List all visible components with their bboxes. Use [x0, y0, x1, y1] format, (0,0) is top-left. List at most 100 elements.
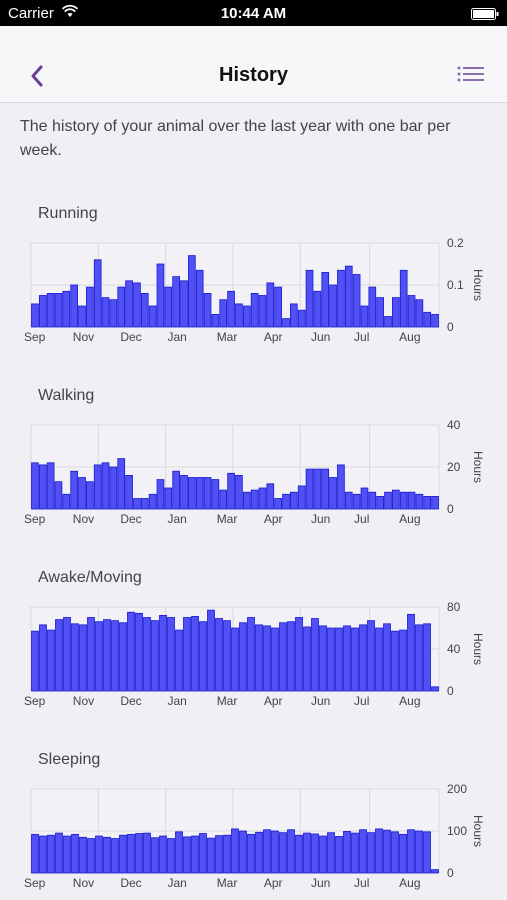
- bar: [344, 491, 353, 510]
- bar: [79, 624, 87, 692]
- bar: [125, 475, 133, 510]
- bar: [46, 462, 55, 510]
- x-tick-label: Dec: [120, 330, 141, 344]
- bar: [31, 630, 39, 692]
- bar: [180, 475, 188, 510]
- bar: [87, 617, 95, 692]
- chart-title-awake-moving: Awake/Moving: [38, 569, 142, 586]
- bar: [227, 290, 235, 328]
- x-tick-label: Mar: [217, 330, 238, 344]
- bar: [31, 462, 39, 510]
- bar: [247, 617, 255, 692]
- bar: [117, 458, 126, 510]
- bar: [103, 619, 111, 692]
- bar: [223, 834, 231, 874]
- bar: [151, 837, 159, 874]
- clock-time: 10:44 AM: [220, 5, 287, 22]
- bar: [164, 487, 173, 510]
- menu-button[interactable]: [457, 66, 485, 86]
- bar: [38, 295, 47, 328]
- bar: [359, 624, 367, 692]
- bar: [376, 297, 384, 328]
- bar: [329, 477, 337, 510]
- bar: [368, 286, 377, 328]
- bar: [327, 832, 335, 874]
- sleeping-chart: 200 100 0 Hours Sep Nov Dec Jan Mar Apr Jun Jul Aug: [24, 782, 485, 890]
- bar: [109, 466, 118, 510]
- x-tick-label: Jan: [168, 330, 187, 344]
- x-tick-label: Sep: [24, 876, 46, 890]
- bar: [133, 498, 141, 510]
- bar: [54, 481, 63, 510]
- bar: [172, 276, 180, 328]
- bar: [290, 303, 298, 328]
- x-tick-label: Nov: [73, 876, 94, 890]
- bar: [159, 835, 167, 874]
- bar: [431, 686, 439, 692]
- x-tick-label: Nov: [73, 512, 94, 526]
- bar: [352, 274, 361, 328]
- bar: [352, 493, 361, 510]
- x-tick-label: Apr: [264, 512, 283, 526]
- y-tick-label: 0: [447, 502, 454, 516]
- bar: [384, 491, 392, 510]
- y-tick-label: 0.2: [447, 236, 464, 250]
- bar: [383, 623, 391, 692]
- bar: [423, 496, 432, 510]
- y-axis-label: Hours: [471, 633, 485, 665]
- bar: [242, 491, 251, 510]
- bar: [111, 620, 119, 692]
- bar: [95, 621, 103, 692]
- x-tick-label: Aug: [399, 876, 420, 890]
- bar: [415, 830, 423, 874]
- bar: [431, 496, 439, 510]
- bar: [360, 305, 369, 328]
- bar: [111, 838, 119, 874]
- running-chart: 0.2 0.1 0 Hours Sep Nov Dec Jan Mar Apr Jun Jul Aug: [24, 236, 485, 344]
- bar: [303, 832, 311, 874]
- bar: [219, 299, 228, 328]
- y-tick-label: 0: [447, 320, 454, 334]
- bar: [297, 309, 306, 328]
- bar: [239, 830, 247, 874]
- bar: [279, 832, 287, 874]
- bar: [295, 834, 303, 874]
- bar: [407, 491, 416, 510]
- carrier-label: Carrier: [8, 5, 54, 22]
- bar: [39, 835, 47, 874]
- y-tick-label: 0.1: [447, 278, 464, 292]
- bar: [399, 491, 408, 510]
- bar: [71, 623, 79, 692]
- x-tick-label: Nov: [73, 694, 94, 708]
- bar: [167, 838, 175, 874]
- bar: [329, 284, 337, 328]
- page-title: History: [219, 64, 288, 86]
- bar: [343, 831, 351, 874]
- x-tick-label: Sep: [24, 512, 46, 526]
- bar: [423, 623, 431, 692]
- bar: [156, 479, 165, 510]
- bar: [367, 620, 375, 692]
- bar: [255, 831, 263, 874]
- bar: [305, 468, 314, 510]
- bar: [242, 305, 251, 328]
- y-axis-label: Hours: [471, 269, 485, 301]
- chart-title-walking: Walking: [38, 387, 95, 404]
- bar: [423, 311, 432, 328]
- bar: [271, 830, 279, 874]
- bar: [376, 496, 384, 510]
- bar: [321, 468, 330, 510]
- awake-moving-chart: 80 40 0 Hours Sep Nov Dec Jan Mar Apr Jun Jul Aug: [24, 600, 485, 708]
- y-tick-label: 40: [447, 418, 461, 432]
- walking-chart: 40 20 0 Hours Sep Nov Dec Jan Mar Apr Jun Jul Aug: [24, 418, 485, 526]
- bar: [282, 493, 290, 510]
- bar: [95, 835, 103, 874]
- bar: [211, 479, 220, 510]
- back-button[interactable]: [28, 64, 48, 88]
- bar: [344, 265, 353, 328]
- bar: [415, 299, 424, 328]
- bar: [384, 316, 392, 328]
- x-tick-label: Jul: [354, 330, 369, 344]
- bar: [399, 269, 408, 328]
- intro-text: The history of your animal over the last…: [20, 118, 451, 159]
